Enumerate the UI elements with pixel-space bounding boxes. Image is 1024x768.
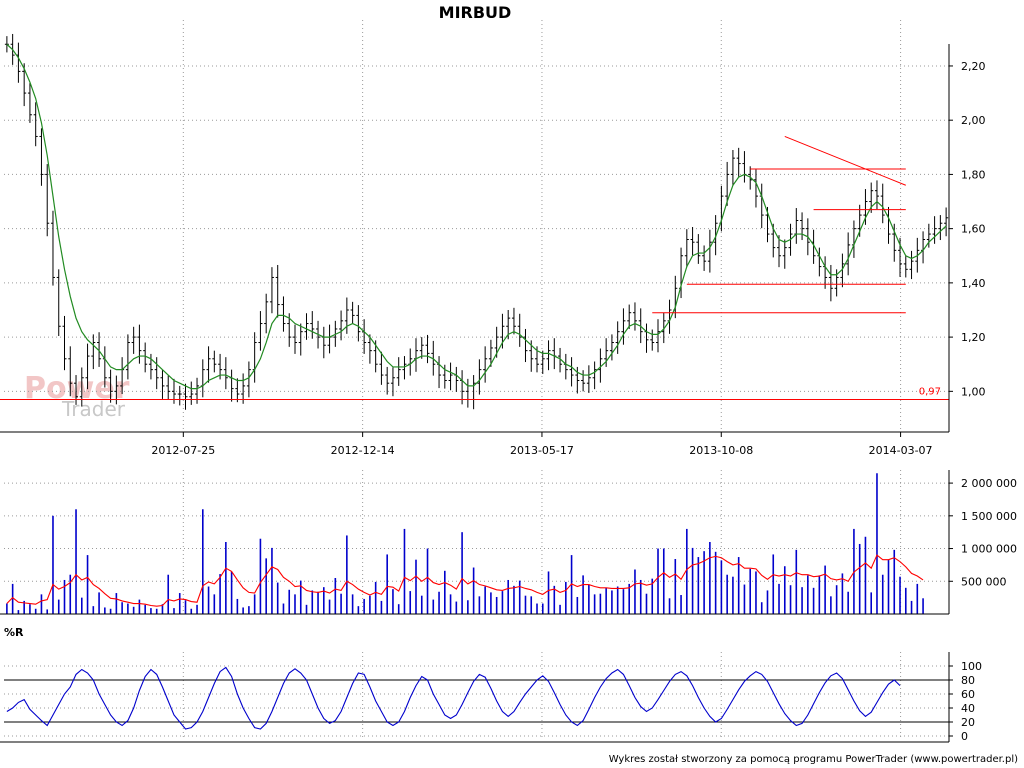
price-bars (4, 33, 949, 410)
price-y-tick-label: 1,00 (961, 385, 986, 398)
volume-y-tick-label: 500 000 (961, 575, 1007, 588)
downward-trendline (784, 135, 906, 186)
x-tick-label: 2014-03-07 (869, 444, 933, 457)
support-line-label: 0,97 (919, 386, 941, 397)
tick-labels: 2012-07-25 2012-12-14 2013-05-17 2013-10-08… (151, 60, 1017, 743)
oscillator-title: %R (4, 626, 24, 639)
x-tick-label: 2012-07-25 (151, 444, 215, 457)
oscillator-y-tick-label: 100 (961, 660, 982, 673)
watermark-trader: Trader (61, 397, 126, 421)
footer-credit: Wykres został stworzony za pomocą progra… (609, 754, 1018, 765)
price-y-tick-label: 1,60 (961, 223, 986, 236)
oscillator-y-tick-label: 0 (961, 730, 968, 743)
williams-r-line (6, 666, 901, 730)
x-tick-label: 2012-12-14 (331, 444, 395, 457)
volume-average-line (6, 554, 924, 607)
price-annotations: 0,97 (0, 135, 949, 400)
x-tick-label: 2013-10-08 (689, 444, 753, 457)
x-tick-label: 2013-05-17 (510, 444, 574, 457)
price-y-tick-label: 1,80 (961, 168, 986, 181)
oscillator-lines (6, 666, 901, 730)
price-grid (4, 20, 949, 432)
price-y-tick-label: 1,20 (961, 331, 986, 344)
watermark-power: Power (24, 371, 130, 406)
volume-lines (6, 554, 924, 607)
volume-y-tick-label: 2 000 000 (961, 477, 1017, 490)
chart-title: MIRBUD (439, 3, 512, 22)
volume-bars (6, 473, 924, 614)
price-y-tick-label: 2,20 (961, 60, 986, 73)
price-lines (6, 43, 947, 390)
axes (0, 44, 950, 743)
volume-y-tick-label: 1 000 000 (961, 543, 1017, 556)
moving-average-line (6, 43, 947, 390)
volume-y-tick-label: 1 500 000 (961, 510, 1017, 523)
price-y-tick-label: 1,40 (961, 277, 986, 290)
price-y-tick-label: 2,00 (961, 114, 986, 127)
oscillator-y-tick-label: 20 (961, 716, 975, 729)
oscillator-y-tick-label: 80 (961, 674, 975, 687)
oscillator-y-tick-label: 40 (961, 702, 975, 715)
oscillator-y-tick-label: 60 (961, 688, 975, 701)
